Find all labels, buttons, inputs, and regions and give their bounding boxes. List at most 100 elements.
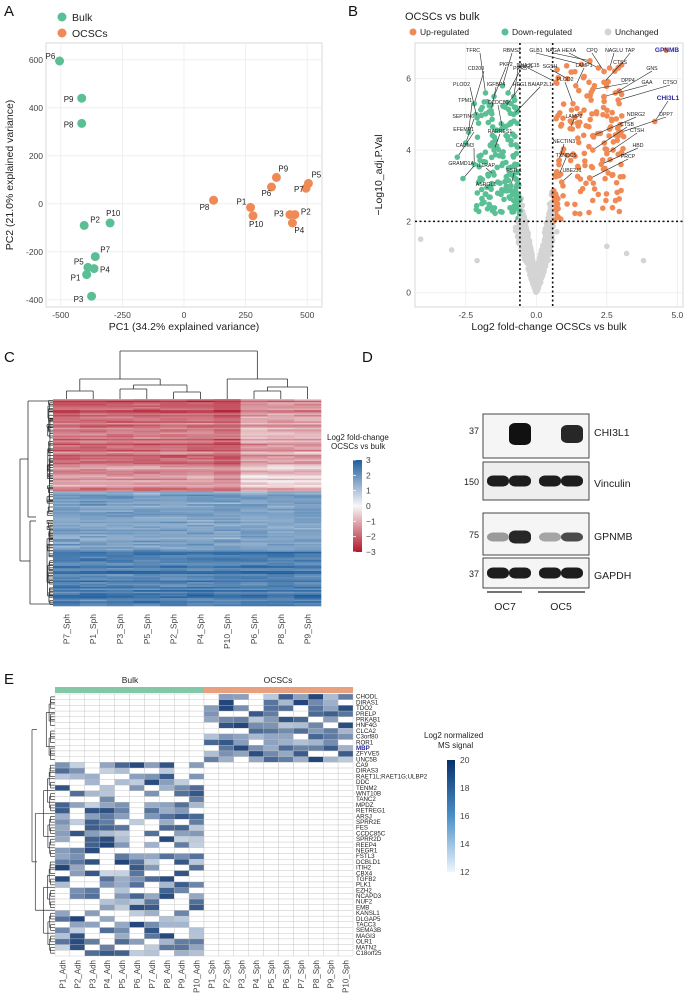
heatmap-c-cell bbox=[213, 598, 241, 600]
heatmap-e-cell bbox=[174, 756, 190, 763]
heatmap-c-cell bbox=[133, 598, 161, 600]
heatmap-e-cell bbox=[203, 773, 220, 780]
pca-point-ocscs-p4 bbox=[287, 218, 297, 228]
heatmap-e-cell bbox=[84, 841, 100, 848]
heatmap-e-cell bbox=[248, 898, 264, 905]
volcano-leader-line bbox=[592, 82, 629, 90]
heatmap-c-cell bbox=[213, 510, 241, 513]
heatmap-c-cell bbox=[79, 405, 107, 408]
heatmap-c-cell bbox=[106, 499, 134, 502]
heatmap-e-cell bbox=[114, 790, 130, 797]
volcano-labeled-point bbox=[606, 65, 613, 71]
western-protein: GPNMB bbox=[594, 531, 633, 543]
heatmap-e-cell bbox=[278, 893, 294, 900]
heatmap-c-cell bbox=[79, 583, 107, 586]
heatmap-c-cell bbox=[160, 556, 188, 559]
volcano-leader-line bbox=[493, 66, 507, 97]
heatmap-c-cell bbox=[106, 414, 134, 417]
heatmap-c-cell bbox=[294, 429, 322, 432]
heatmap-e-cell bbox=[174, 858, 190, 866]
heatmap-c-cell bbox=[240, 526, 268, 529]
heatmap-c-cell bbox=[187, 470, 215, 473]
heatmap-c-cell bbox=[133, 537, 161, 540]
heatmap-c-cell bbox=[294, 416, 322, 419]
heatmap-c-cell bbox=[267, 413, 295, 416]
heatmap-c-cell bbox=[53, 556, 81, 559]
western-line-oc5: OC5 bbox=[550, 601, 572, 613]
heatmap-e-cell bbox=[144, 807, 160, 814]
heatmap-c-cell bbox=[240, 504, 268, 506]
heatmap-c-scale-tick: 1 bbox=[366, 486, 371, 496]
heatmap-c-cell bbox=[79, 475, 107, 478]
volcano-point bbox=[588, 163, 595, 170]
heatmap-e-cell bbox=[293, 841, 309, 848]
heatmap-e-cell bbox=[174, 836, 190, 843]
heatmap-e-cell bbox=[159, 710, 175, 717]
volcano-point bbox=[603, 197, 609, 204]
heatmap-c-cell bbox=[240, 532, 268, 535]
heatmap-c-cell bbox=[187, 496, 215, 499]
volcano-labeled-point bbox=[556, 157, 562, 164]
heatmap-e-cell bbox=[99, 847, 115, 854]
volcano-leader-line bbox=[654, 100, 669, 122]
volcano-legend-unchanged: Unchanged bbox=[615, 27, 659, 37]
volcano-labeled-point bbox=[499, 125, 506, 132]
heatmap-e-cell bbox=[174, 824, 190, 831]
heatmap-c-cell bbox=[213, 481, 241, 484]
heatmap-c-cell bbox=[294, 475, 322, 478]
heatmap-e-cell bbox=[99, 870, 115, 877]
heatmap-e-cell bbox=[308, 722, 324, 729]
heatmap-e-cell bbox=[278, 693, 294, 700]
heatmap-c-cell bbox=[79, 593, 107, 596]
heatmap-e-cell bbox=[99, 950, 115, 957]
heatmap-c-cell bbox=[53, 410, 81, 413]
heatmap-c-cell bbox=[267, 481, 295, 484]
heatmap-c-cell bbox=[133, 502, 161, 505]
heatmap-e-col-label: P7_Sph bbox=[297, 960, 306, 988]
heatmap-e-cell bbox=[233, 841, 249, 848]
heatmap-e-row-label: MATN2 bbox=[356, 944, 377, 951]
heatmap-e-cell bbox=[323, 893, 339, 900]
heatmap-c-cell bbox=[160, 470, 188, 473]
heatmap-e-cell bbox=[84, 910, 100, 917]
heatmap-e-cell bbox=[99, 727, 115, 735]
heatmap-e-cell bbox=[323, 745, 339, 752]
heatmap-e-cell bbox=[114, 876, 130, 883]
heatmap-c-cell bbox=[79, 430, 107, 433]
volcano-legend-down: Down-regulated bbox=[512, 27, 572, 37]
heatmap-c-cell bbox=[133, 523, 161, 526]
heatmap-c-cell bbox=[133, 496, 161, 499]
heatmap-e-cell bbox=[144, 910, 160, 917]
heatmap-e-cell bbox=[188, 733, 205, 740]
heatmap-e-cell bbox=[174, 921, 190, 928]
heatmap-c-cell bbox=[133, 604, 161, 607]
heatmap-e-cell bbox=[114, 807, 130, 814]
heatmap-e-cell bbox=[233, 847, 249, 854]
volcano-point bbox=[474, 257, 480, 264]
heatmap-c-cell bbox=[187, 594, 215, 597]
heatmap-c-cell bbox=[187, 410, 215, 413]
heatmap-c-cell bbox=[106, 488, 134, 491]
volcano-gene-label: CD200 bbox=[468, 66, 484, 72]
heatmap-c-cell bbox=[79, 435, 107, 438]
heatmap-c-cell bbox=[53, 500, 81, 503]
heatmap-c-cell bbox=[106, 400, 134, 403]
heatmap-e-cell bbox=[174, 893, 190, 900]
heatmap-c-cell bbox=[160, 523, 188, 526]
heatmap-e-cell bbox=[248, 853, 264, 860]
heatmap-c-cell bbox=[133, 543, 161, 546]
volcano-point bbox=[527, 253, 533, 259]
heatmap-e-cell bbox=[144, 819, 160, 826]
volcano-point bbox=[448, 247, 455, 253]
heatmap-c-cell bbox=[187, 559, 215, 562]
heatmap-c-cell bbox=[133, 594, 161, 597]
heatmap-c-cell bbox=[106, 598, 134, 600]
heatmap-e-cell bbox=[278, 705, 294, 712]
heatmap-c-cell bbox=[213, 422, 241, 425]
heatmap-e-cell bbox=[114, 893, 130, 900]
volcano-leader-line bbox=[469, 86, 478, 118]
heatmap-c-cell bbox=[106, 559, 134, 562]
heatmap-e-cell bbox=[293, 813, 309, 820]
heatmap-c-cell bbox=[240, 585, 268, 588]
heatmap-e-cell bbox=[323, 824, 339, 831]
